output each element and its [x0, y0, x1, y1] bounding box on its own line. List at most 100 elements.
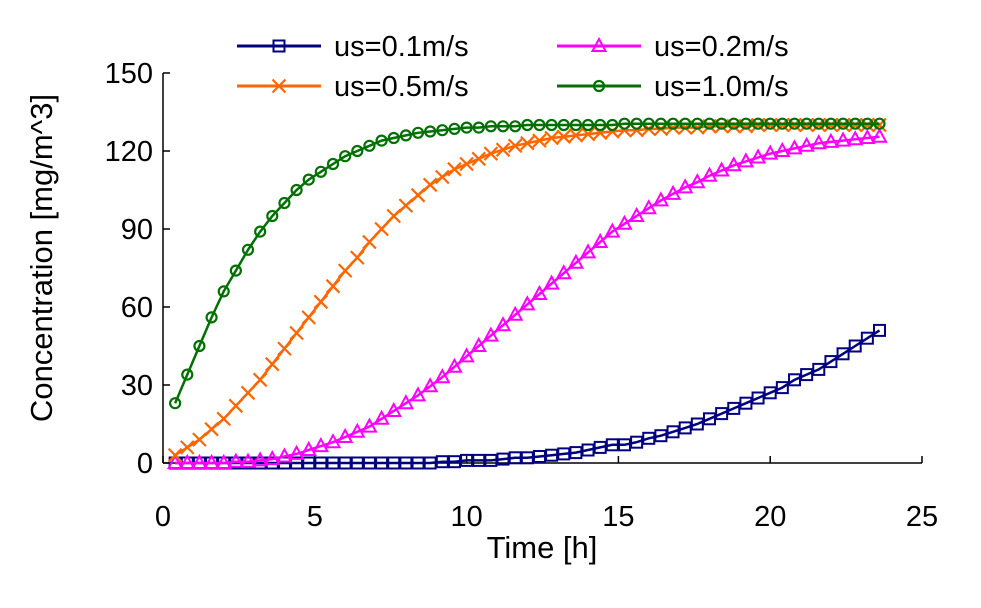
data-point: [399, 129, 412, 142]
y-tick-label: 150: [105, 58, 153, 90]
series-2: [167, 117, 887, 463]
data-point: [519, 295, 536, 311]
data-point: [580, 126, 596, 142]
data-point: [484, 120, 497, 133]
data-point: [701, 166, 718, 182]
data-point: [691, 117, 704, 130]
data-point: [715, 117, 728, 130]
data-point: [446, 357, 463, 373]
data-point: [679, 117, 692, 130]
data-point: [276, 447, 293, 463]
data-point: [630, 435, 644, 449]
data-point: [447, 455, 461, 469]
data-point: [349, 422, 366, 438]
data-point: [592, 232, 609, 248]
data-point: [472, 453, 486, 467]
data-point: [616, 214, 633, 230]
data-point: [448, 122, 461, 135]
data-point: [555, 264, 572, 280]
data-point: [774, 141, 791, 157]
data-point: [399, 456, 413, 470]
data-point: [458, 347, 475, 363]
data-point: [521, 118, 534, 132]
data-point: [252, 372, 268, 388]
data-point: [800, 117, 813, 130]
data-point: [861, 117, 874, 130]
data-point: [314, 456, 328, 470]
data-point: [410, 187, 426, 203]
data-point: [494, 316, 512, 332]
data-point: [266, 209, 279, 223]
data-point: [459, 156, 474, 172]
data-point: [435, 455, 449, 469]
data-point: [483, 146, 499, 161]
legend-swatch-marker: [592, 79, 606, 93]
data-point: [313, 294, 329, 310]
legend-swatch-marker: [271, 78, 287, 94]
data-point: [569, 118, 582, 132]
x-tick-label: 20: [754, 501, 786, 533]
data-point: [824, 355, 838, 369]
data-point: [812, 362, 826, 376]
y-tick-label: 30: [121, 370, 153, 402]
data-point: [581, 443, 595, 457]
data-point: [290, 183, 303, 197]
data-point: [871, 127, 888, 143]
data-point: [824, 117, 838, 130]
data-point: [725, 156, 742, 172]
data-point: [762, 144, 779, 160]
data-point: [520, 451, 534, 465]
data-point: [775, 381, 789, 395]
data-point: [496, 120, 510, 133]
data-point: [290, 456, 304, 470]
data-point: [217, 285, 230, 298]
data-point: [703, 117, 716, 130]
data-point: [652, 191, 670, 207]
data-point: [326, 456, 340, 470]
data-point: [193, 339, 206, 353]
data-point: [568, 128, 584, 143]
data-point: [229, 264, 242, 277]
data-point: [849, 117, 862, 130]
data-point: [339, 150, 352, 163]
data-point: [678, 421, 692, 435]
data-point: [800, 368, 814, 382]
y-tick-label: 60: [121, 292, 153, 324]
data-point: [264, 450, 281, 466]
data-point: [362, 456, 376, 470]
data-point: [509, 120, 522, 133]
data-point: [203, 453, 220, 469]
data-point: [495, 142, 511, 157]
data-point: [642, 431, 656, 445]
data-point: [314, 165, 327, 178]
data-point: [737, 152, 755, 168]
data-point: [496, 452, 510, 466]
data-point: [374, 221, 389, 237]
data-point: [385, 401, 402, 417]
data-point: [411, 456, 425, 470]
legend-label: us=0.1m/s: [334, 31, 469, 63]
x-tick-label: 5: [307, 501, 323, 533]
data-point: [422, 177, 438, 193]
data-point: [836, 117, 850, 130]
series-1: [166, 127, 888, 469]
data-point: [351, 144, 364, 158]
legend-item: us=1.0m/s: [557, 71, 789, 103]
x-tick-label: 15: [602, 501, 634, 533]
data-point: [531, 284, 548, 300]
data-point: [798, 136, 815, 152]
data-point: [436, 124, 449, 137]
data-point: [326, 157, 340, 171]
legend-item: us=0.1m/s: [237, 31, 469, 63]
data-point: [860, 331, 874, 345]
legend-swatch-marker: [590, 36, 608, 52]
data-point: [689, 173, 706, 189]
data-point: [265, 356, 280, 372]
data-point: [872, 323, 886, 337]
data-point: [545, 118, 558, 132]
data-point: [628, 206, 645, 222]
y-tick-label: 0: [137, 448, 153, 480]
data-point: [787, 373, 801, 387]
data-point: [764, 117, 777, 130]
